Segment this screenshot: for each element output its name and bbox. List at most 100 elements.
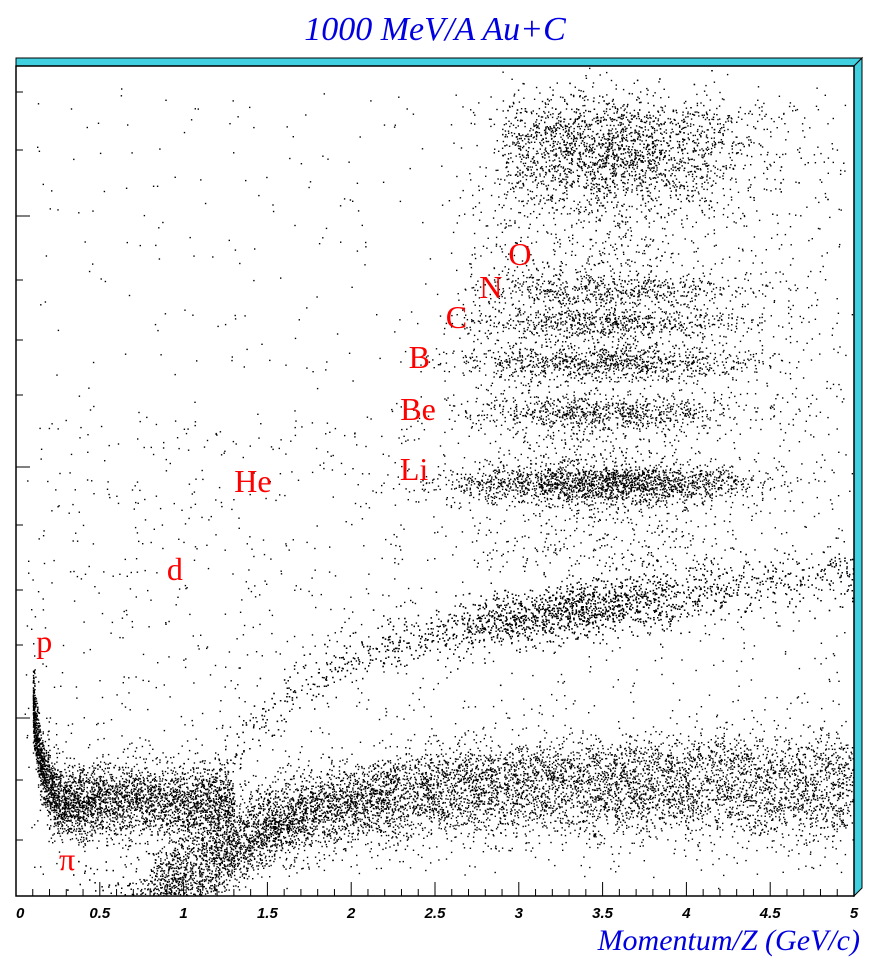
scatter-point	[232, 797, 234, 800]
scatter-point	[90, 812, 93, 814]
scatter-point	[34, 728, 37, 730]
scatter-point	[137, 805, 139, 808]
scatter-point	[783, 788, 785, 790]
scatter-point	[185, 813, 187, 815]
scatter-point	[424, 743, 427, 745]
scatter-point	[181, 798, 184, 801]
scatter-point	[193, 843, 195, 845]
scatter-point	[77, 794, 79, 796]
scatter-point	[260, 807, 263, 810]
scatter-point	[105, 794, 107, 796]
scatter-point	[121, 787, 123, 789]
scatter-point	[79, 775, 81, 777]
scatter-point	[444, 802, 446, 804]
scatter-point	[487, 784, 489, 786]
scatter-point	[82, 840, 84, 843]
scatter-point	[110, 776, 112, 778]
scatter-point	[375, 822, 377, 825]
scatter-point	[50, 777, 53, 779]
scatter-point	[60, 775, 62, 777]
scatter-point	[438, 772, 441, 774]
scatter-point	[64, 786, 66, 789]
scatter-point	[191, 807, 193, 809]
scatter-point	[121, 820, 124, 822]
scatter-point	[48, 769, 50, 771]
scatter-point	[176, 781, 179, 783]
scatter-point	[63, 807, 65, 809]
scatter-point	[104, 808, 106, 810]
scatter-point	[128, 792, 131, 794]
scatter-point	[65, 798, 67, 800]
scatter-point	[133, 797, 136, 799]
scatter-point	[135, 777, 137, 780]
scatter-point	[363, 813, 365, 815]
scatter-point	[121, 796, 123, 798]
scatter-point	[182, 839, 184, 841]
scatter-point	[698, 793, 700, 795]
scatter-point	[177, 785, 180, 788]
scatter-point	[199, 819, 201, 822]
scatter-point	[193, 771, 195, 773]
scatter-point	[117, 791, 119, 794]
scatter-point	[666, 782, 669, 784]
scatter-point	[227, 788, 229, 791]
scatter-point	[91, 781, 93, 783]
scatter-point	[342, 802, 344, 805]
scatter-point	[84, 843, 86, 845]
scatter-point	[188, 791, 190, 794]
scatter-point	[52, 777, 54, 779]
scatter-point	[506, 799, 509, 802]
scatter-point	[159, 829, 161, 832]
scatter-point	[86, 814, 88, 816]
scatter-point	[227, 786, 229, 788]
scatter-point	[131, 782, 133, 785]
scatter-point	[62, 776, 65, 778]
scatter-point	[33, 699, 35, 701]
scatter-point	[111, 773, 113, 776]
scatter-point	[156, 879, 159, 882]
scatter-point	[336, 810, 339, 813]
scatter-point	[615, 781, 618, 783]
scatter-point	[450, 806, 453, 808]
scatter-point	[438, 795, 440, 798]
scatter-point	[38, 741, 40, 744]
scatter-point	[218, 825, 220, 827]
scatter-point	[139, 772, 141, 774]
scatter-point	[194, 778, 196, 781]
scatter-point	[135, 824, 137, 827]
scatter-point	[181, 745, 183, 747]
scatter-point	[136, 797, 138, 799]
scatter-point	[610, 764, 612, 766]
scatter-point	[84, 804, 86, 806]
scatter-point	[226, 759, 228, 761]
frame-top-bevel	[15, 57, 864, 67]
scatter-point	[182, 806, 184, 809]
scatter-point	[120, 856, 122, 858]
scatter-point	[119, 823, 121, 825]
scatter-point	[154, 892, 156, 894]
scatter-point	[465, 807, 467, 809]
scatter-point	[84, 809, 86, 811]
scatter-point	[195, 777, 197, 779]
scatter-point	[81, 805, 83, 807]
scatter-point	[172, 879, 174, 881]
scatter-point	[102, 826, 104, 828]
scatter-point	[230, 817, 232, 819]
scatter-point	[84, 819, 86, 821]
scatter-point	[159, 790, 162, 792]
scatter-point	[336, 813, 338, 815]
scatter-point	[99, 807, 101, 809]
scatter-point	[668, 791, 671, 793]
scatter-point	[470, 821, 473, 823]
scatter-point	[110, 793, 112, 795]
scatter-point	[36, 751, 38, 753]
scatter-point	[47, 786, 49, 789]
scatter-point	[135, 778, 138, 781]
scatter-point	[193, 762, 196, 764]
scatter-point	[832, 835, 834, 837]
scatter-point	[328, 794, 330, 797]
scatter-point	[478, 806, 480, 808]
scatter-point	[111, 797, 114, 799]
scatter-point	[106, 837, 108, 840]
scatter-point	[762, 782, 765, 784]
